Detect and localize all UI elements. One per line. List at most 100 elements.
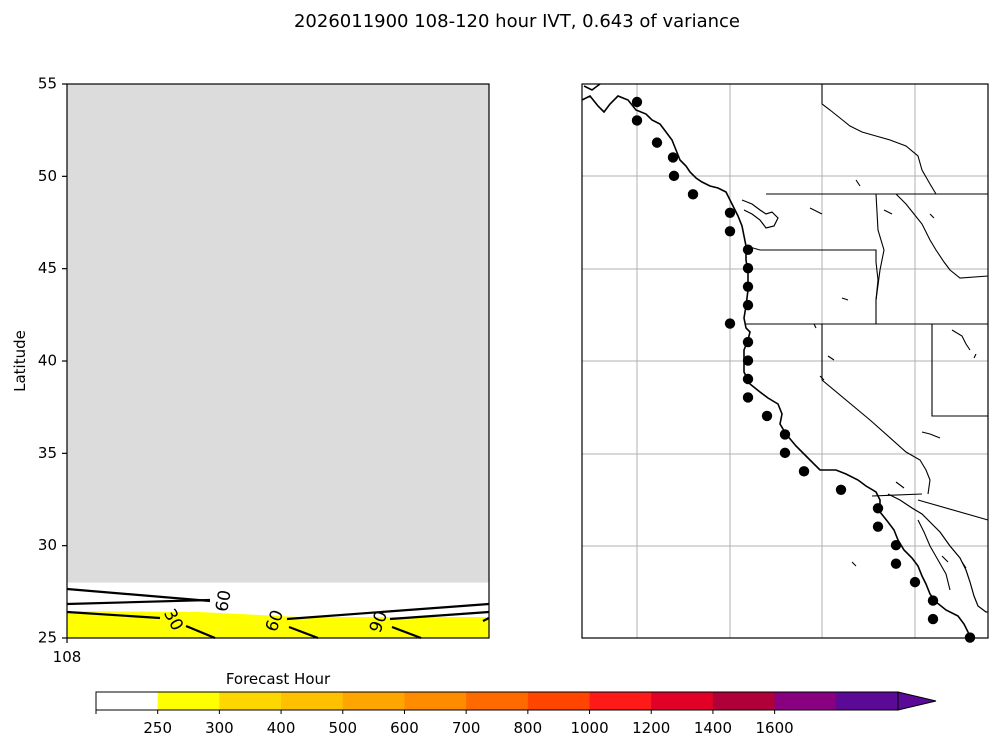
station-marker xyxy=(742,336,754,348)
colorbar-swatch xyxy=(836,692,899,710)
filled-band-250 xyxy=(67,611,489,638)
y-tick-label: 30 xyxy=(38,536,57,554)
colorbar-tick-label: 400 xyxy=(267,719,296,737)
map-panel xyxy=(581,83,989,643)
y-tick-label: 55 xyxy=(38,75,57,93)
colorbar-swatch xyxy=(466,692,529,710)
border-line xyxy=(931,324,988,417)
contour-line xyxy=(288,625,319,640)
colorbar-swatch xyxy=(527,692,590,710)
station-marker xyxy=(909,576,921,588)
station-marker xyxy=(798,466,810,477)
station-marker xyxy=(742,281,754,292)
station-marker xyxy=(631,96,643,108)
colorbar-tick-label: 500 xyxy=(328,719,357,737)
colorbar-extend-arrow xyxy=(897,691,937,711)
contour-line xyxy=(286,602,490,621)
colorbar-tick-label: 1400 xyxy=(694,719,732,737)
station-marker xyxy=(724,318,736,329)
colorbar-tick-label: 1200 xyxy=(632,719,670,737)
y-tick-label: 40 xyxy=(38,352,57,370)
colorbar-tick-label: 600 xyxy=(390,719,419,737)
contour-label: 60 xyxy=(212,589,235,614)
lake xyxy=(819,375,825,381)
y-tick-label: 45 xyxy=(38,259,57,277)
border-line xyxy=(821,84,937,195)
colorbar-swatch xyxy=(342,692,405,710)
x-tick-label: 108 xyxy=(53,648,82,666)
colorbar-label: Forecast Hour xyxy=(226,670,331,688)
lake xyxy=(895,481,905,489)
station-marker xyxy=(779,429,791,440)
station-marker xyxy=(651,137,663,148)
state-borders xyxy=(745,84,989,521)
station-marker xyxy=(927,613,939,625)
border-line xyxy=(875,193,885,301)
station-marker xyxy=(742,263,754,274)
coastline xyxy=(917,519,951,591)
station-marker xyxy=(890,558,902,569)
map-frame xyxy=(581,83,989,639)
contour-line xyxy=(66,598,211,606)
station-marker xyxy=(742,392,754,403)
colorbar-tick-label: 1600 xyxy=(756,719,794,737)
y-tick-label: 25 xyxy=(38,629,57,647)
coastline xyxy=(741,199,779,229)
border-line xyxy=(895,193,989,279)
lake xyxy=(941,555,949,563)
lakes-islands xyxy=(809,179,977,569)
station-marker xyxy=(927,595,939,606)
station-marker xyxy=(742,373,754,385)
lake xyxy=(813,323,817,329)
colorbar-swatch xyxy=(774,692,837,710)
border-line xyxy=(821,324,931,495)
colorbar-frame xyxy=(95,691,899,711)
station-marker xyxy=(724,226,736,237)
colorbar-swatch xyxy=(404,692,467,710)
contour-line xyxy=(66,587,211,603)
station-marker xyxy=(667,152,679,163)
lake xyxy=(973,353,977,359)
x-axis: 108 xyxy=(53,638,82,666)
station-marker xyxy=(742,299,754,311)
station-marker xyxy=(631,115,643,126)
contour-line xyxy=(66,610,161,620)
colorbar-swatch xyxy=(96,692,159,710)
colorbar-tick-label: 300 xyxy=(205,719,234,737)
border-line xyxy=(951,329,971,351)
station-marker xyxy=(872,503,884,514)
contour-lines xyxy=(66,587,490,640)
station-marker xyxy=(724,207,736,218)
contour-line xyxy=(389,610,490,621)
lake xyxy=(851,561,857,567)
masked-region xyxy=(67,84,489,583)
lake xyxy=(841,297,849,301)
lake xyxy=(921,431,941,439)
y-axis: 25 30 35 40 45 50 55 xyxy=(38,75,67,647)
colorbar-swatch xyxy=(651,692,714,710)
colorbar-tick-label: 800 xyxy=(514,719,543,737)
station-marker xyxy=(890,540,902,551)
colorbar-tick-label: 1000 xyxy=(570,719,608,737)
figure-title: 2026011900 108-120 hour IVT, 0.643 of va… xyxy=(294,11,740,32)
colorbar-swatch xyxy=(589,692,652,710)
contour-line xyxy=(482,617,490,622)
contour-line xyxy=(185,624,216,640)
station-marker xyxy=(779,447,791,459)
lake xyxy=(929,213,935,219)
station-marker xyxy=(835,484,847,495)
colorbar-tick-label: 250 xyxy=(143,719,172,737)
y-tick-label: 35 xyxy=(38,444,57,462)
station-marker xyxy=(872,521,884,532)
station-marker xyxy=(742,244,754,255)
border-line xyxy=(917,499,989,521)
colorbar-ticks: 250 300 400 500 600 700 800 1000 1200 1400 1600 xyxy=(95,710,794,737)
markers xyxy=(631,96,976,643)
station-marker xyxy=(687,189,699,200)
lake xyxy=(855,179,861,187)
station-marker xyxy=(761,410,773,422)
station-marker xyxy=(742,355,754,366)
colorbar-swatch xyxy=(712,692,776,710)
